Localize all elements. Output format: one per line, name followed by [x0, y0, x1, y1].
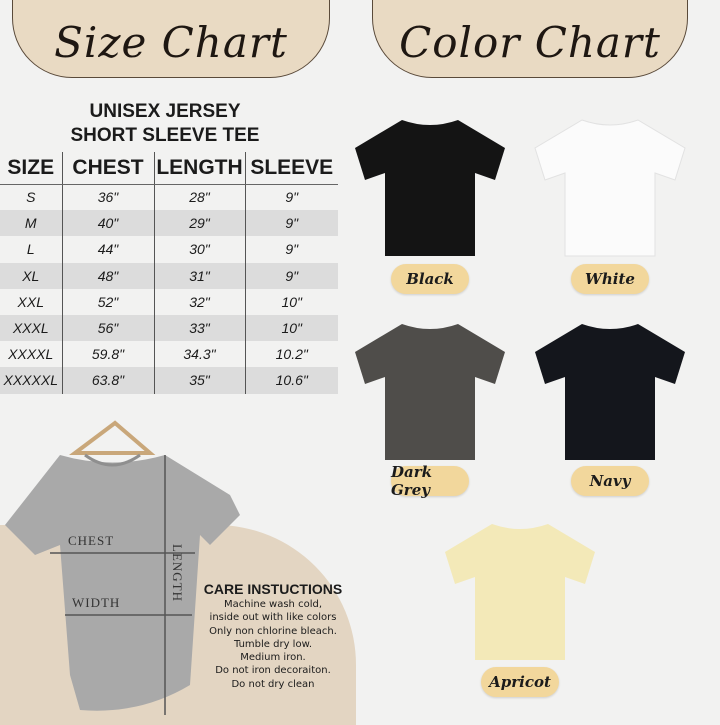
table-cell: 31": [153, 262, 245, 289]
color-label[interactable]: Navy: [571, 466, 649, 496]
color-label[interactable]: Black: [391, 264, 469, 294]
table-cell: XXL: [17, 293, 44, 310]
table-row: XXXXL 59.8" 34.3" 10.2": [0, 341, 338, 368]
table-row: XL 48" 31" 9": [0, 262, 338, 289]
table-cell: 63.8": [61, 367, 154, 394]
care-line: Medium iron.: [240, 652, 306, 664]
table-cell: L: [26, 241, 35, 258]
table-cell: 10.6": [244, 367, 338, 394]
size-chart-banner: Size Chart: [12, 0, 330, 78]
table-cell: 40": [61, 210, 154, 237]
table-row: XXXXXL 63.8" 35" 10.6": [0, 367, 338, 394]
table-cell: 29": [153, 210, 245, 237]
table-cell: 44": [61, 236, 154, 263]
care-line: Tumble dry low.: [233, 638, 313, 650]
chest-label: CHEST: [68, 533, 115, 548]
length-label: LENGTH: [170, 544, 185, 602]
table-cell: 9": [244, 184, 338, 211]
table-cell: 10": [244, 314, 338, 342]
color-label[interactable]: Dark Grey: [391, 463, 469, 499]
tee-swatch-apricot[interactable]: [440, 522, 600, 662]
size-chart-title: Size Chart: [54, 18, 288, 67]
care-title: CARE INSTUCTIONS: [203, 581, 343, 597]
product-title-line2: SHORT SLEEVE TEE: [70, 125, 260, 146]
table-cell: XXXL: [0, 314, 62, 342]
column-header: SLEEVE: [244, 152, 338, 185]
color-chart-banner: Color Chart: [372, 0, 688, 78]
table-header: SIZE CHEST LENGTH SLEEVE: [0, 152, 338, 185]
table-cell: 9": [244, 210, 338, 237]
table-cell: M: [0, 210, 62, 237]
table-cell: XXXXXL: [0, 367, 62, 394]
table-cell: 9": [244, 262, 338, 289]
color-chart-title: Color Chart: [399, 18, 661, 67]
table-cell: 36": [61, 184, 154, 211]
tee-swatch-black[interactable]: [350, 118, 510, 258]
tee-swatch-dark-grey[interactable]: [350, 322, 510, 462]
column-header: SIZE: [0, 152, 62, 185]
care-line: Machine wash cold,: [224, 599, 322, 610]
color-label[interactable]: White: [571, 264, 649, 294]
table-cell: S: [26, 189, 36, 206]
tee-swatch-navy[interactable]: [530, 322, 690, 462]
table-cell: 32": [153, 288, 245, 315]
table-cell: 52": [61, 288, 154, 315]
table-row: XXXL 56" 33" 10": [0, 314, 338, 342]
table-row: XXL 52" 32" 10": [0, 288, 338, 315]
measurement-tee-image: [5, 420, 240, 715]
table-cell: 35": [153, 367, 245, 394]
care-line: inside out with like colors: [209, 612, 337, 624]
table-cell: 56": [61, 314, 154, 342]
care-line: Do not dry clean: [231, 678, 315, 690]
table-cell: XXXXL: [8, 346, 54, 363]
table-row: M 40" 29" 9": [0, 210, 338, 237]
table-cell: 33": [153, 314, 245, 342]
product-title-line1: UNISEX JERSEY: [89, 101, 241, 122]
care-line: Only non chlorine bleach.: [209, 625, 337, 637]
table-cell: 30": [153, 236, 245, 263]
care-instructions: CARE INSTUCTIONS Machine wash cold, insid…: [196, 581, 350, 691]
care-line: Do not iron decoraiton.: [215, 665, 331, 677]
tee-swatch-white[interactable]: [530, 118, 690, 258]
table-cell: 10": [244, 288, 338, 315]
table-cell: 34.3": [153, 341, 245, 368]
table-cell: 9": [244, 236, 338, 263]
width-label: WIDTH: [72, 595, 121, 610]
table-cell: XL: [0, 262, 62, 289]
table-row: S 36" 28" 9": [0, 184, 338, 211]
size-table: SIZE CHEST LENGTH SLEEVE S 36" 28" 9" M 40" 29" 9"…: [0, 152, 338, 394]
table-cell: 10.2": [244, 341, 338, 368]
table-row: L 44" 30" 9": [0, 236, 338, 263]
color-label[interactable]: Apricot: [481, 667, 559, 697]
table-cell: 59.8": [61, 341, 154, 368]
table-cell: 48": [61, 262, 154, 289]
column-header: LENGTH: [153, 152, 245, 185]
table-cell: 28": [153, 184, 245, 211]
column-header: CHEST: [61, 152, 154, 185]
